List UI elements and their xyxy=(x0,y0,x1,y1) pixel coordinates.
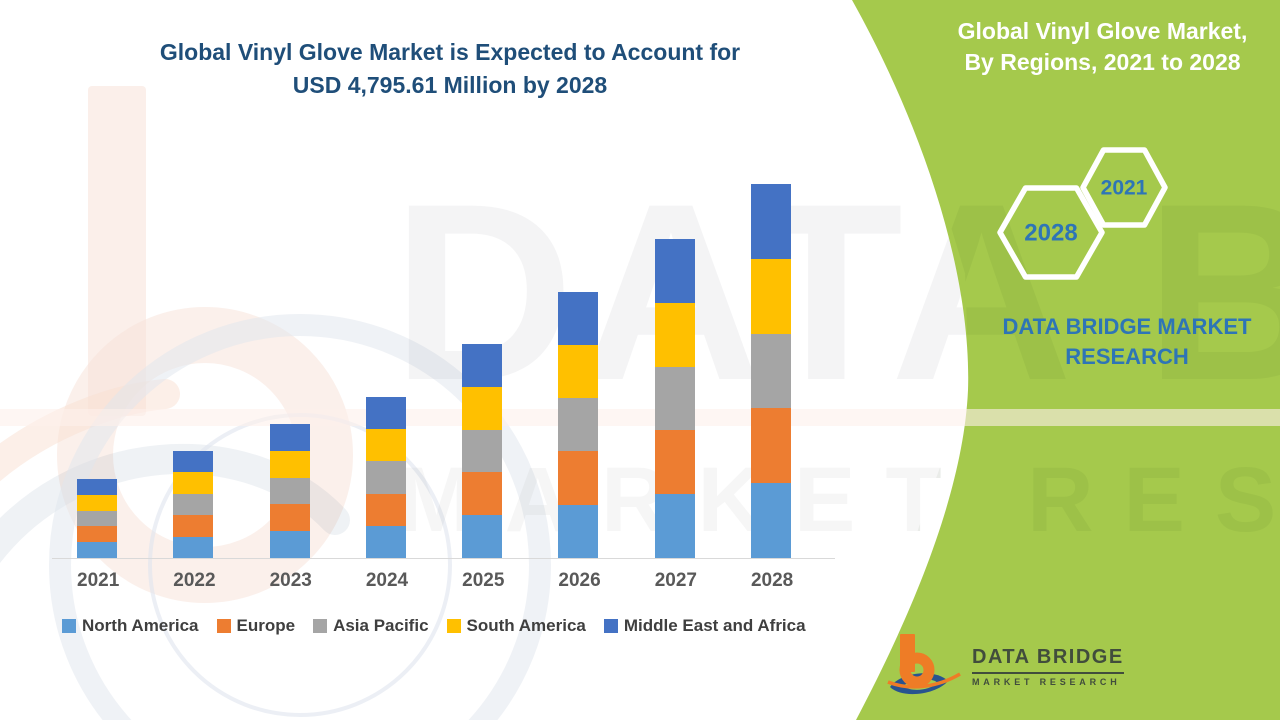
brand-name-line2: RESEARCH xyxy=(1065,344,1189,369)
bar-segment-north-america xyxy=(750,483,791,558)
legend-item-south-america: South America xyxy=(446,616,586,636)
legend-label: Europe xyxy=(236,616,296,635)
bar-segment-europe xyxy=(750,408,791,484)
bar-segment-middle-east-and-africa xyxy=(750,184,791,259)
bar-segment-north-america xyxy=(558,504,599,558)
data-bridge-logo-icon xyxy=(887,634,961,695)
logo-subtitle: MARKET RESEARCH xyxy=(972,676,1121,687)
bar-segment-south-america xyxy=(77,494,117,511)
legend-swatch-middle-east-and-africa xyxy=(603,619,618,633)
year-hexagons: 2021 2028 xyxy=(997,147,1168,280)
chart-title-line1: Global Vinyl Glove Market is Expected to… xyxy=(159,39,741,65)
bar-segment-north-america xyxy=(365,525,406,558)
x-axis-label: 2026 xyxy=(558,570,601,591)
bar-segment-south-america xyxy=(173,472,214,494)
bar-segment-south-america xyxy=(462,386,503,430)
bar-2026 xyxy=(558,291,599,558)
bar-series-area xyxy=(77,170,791,558)
x-axis-label: 2022 xyxy=(173,570,216,591)
bar-segment-asia-pacific xyxy=(77,510,117,527)
hexagon-2028 xyxy=(997,185,1105,280)
bar-2021 xyxy=(77,479,117,558)
bar-segment-asia-pacific xyxy=(654,366,695,431)
bar-segment-middle-east-and-africa xyxy=(77,479,117,495)
bar-segment-south-america xyxy=(365,429,406,462)
data-bridge-logo: DATA BRIDGE MARKET RESEARCH xyxy=(886,633,1124,699)
bar-segment-south-america xyxy=(558,344,599,399)
legend-swatch-europe xyxy=(216,619,231,633)
legend-label: Middle East and Africa xyxy=(623,616,806,635)
panel-title-line2: By Regions, 2021 to 2028 xyxy=(964,49,1241,75)
bar-segment-europe xyxy=(365,493,406,526)
legend-swatch-south-america xyxy=(446,619,461,633)
hexagon-year-back: 2028 xyxy=(1024,220,1077,247)
bar-segment-south-america xyxy=(654,302,695,367)
bar-segment-europe xyxy=(173,515,214,537)
bar-segment-asia-pacific xyxy=(558,398,599,452)
bar-segment-north-america xyxy=(173,536,214,558)
bar-segment-europe xyxy=(77,526,117,543)
logo-name: DATA BRIDGE xyxy=(972,646,1124,674)
bar-2024 xyxy=(365,397,406,558)
bar-segment-middle-east-and-africa xyxy=(173,451,214,473)
x-axis-label: 2027 xyxy=(654,570,697,591)
legend-swatch-asia-pacific xyxy=(313,619,328,633)
bar-2025 xyxy=(462,344,503,558)
legend-label: Asia Pacific xyxy=(333,616,429,635)
bar-segment-europe xyxy=(462,472,503,516)
bar-chart xyxy=(52,170,835,559)
bar-segment-middle-east-and-africa xyxy=(462,344,503,387)
bar-segment-north-america xyxy=(269,531,310,558)
bar-segment-asia-pacific xyxy=(173,493,214,516)
hexagon-year-front: 2021 xyxy=(1101,177,1148,200)
legend-label: South America xyxy=(466,616,586,635)
bar-segment-north-america xyxy=(654,494,695,558)
bar-segment-north-america xyxy=(462,515,503,558)
chart-title-line2: USD 4,795.61 Million by 2028 xyxy=(292,72,608,98)
x-axis-labels: 2021 2022 2023 2024 2025 2026 2027 2028 xyxy=(77,570,794,592)
brand-name-text: DATA BRIDGE MARKET RESEARCH xyxy=(992,312,1262,372)
legend-item-europe: Europe xyxy=(216,616,296,636)
bar-segment-asia-pacific xyxy=(462,429,503,473)
bar-2027 xyxy=(654,239,695,558)
x-axis-label: 2023 xyxy=(269,570,312,591)
bar-2022 xyxy=(173,451,214,558)
bar-segment-middle-east-and-africa xyxy=(365,397,406,430)
chart-title: Global Vinyl Glove Market is Expected to… xyxy=(70,36,830,102)
legend-item-asia-pacific: Asia Pacific xyxy=(313,616,429,636)
bar-segment-europe xyxy=(269,504,310,532)
x-axis-line xyxy=(52,558,835,559)
bar-segment-europe xyxy=(654,430,695,495)
bar-segment-europe xyxy=(558,451,599,505)
panel-title: Global Vinyl Glove Market, By Regions, 2… xyxy=(930,16,1275,78)
brand-name-line1: DATA BRIDGE MARKET xyxy=(1002,314,1252,339)
hexagon-2021 xyxy=(1080,147,1168,228)
legend-item-middle-east-and-africa: Middle East and Africa xyxy=(603,616,806,636)
legend-swatch-north-america xyxy=(62,619,76,633)
bar-segment-south-america xyxy=(750,258,791,334)
bar-segment-middle-east-and-africa xyxy=(269,424,310,451)
bar-segment-asia-pacific xyxy=(365,461,406,494)
bar-segment-north-america xyxy=(77,542,117,558)
x-axis-label: 2021 xyxy=(77,570,120,591)
bar-2028 xyxy=(750,184,791,558)
x-axis-label: 2024 xyxy=(365,570,409,591)
bar-segment-middle-east-and-africa xyxy=(654,239,695,303)
bar-2023 xyxy=(269,424,310,558)
bar-segment-middle-east-and-africa xyxy=(558,291,599,345)
chart-legend: North America Europe Asia Pacific South Ame… xyxy=(62,616,806,636)
bar-segment-asia-pacific xyxy=(269,477,310,505)
legend-label: North America xyxy=(82,616,199,635)
x-axis-label: 2025 xyxy=(462,570,505,591)
bar-segment-south-america xyxy=(269,450,310,478)
x-axis-label: 2028 xyxy=(750,570,794,591)
panel-title-line1: Global Vinyl Glove Market, xyxy=(957,18,1248,44)
data-bridge-logo-watermark xyxy=(0,86,551,720)
bar-segment-asia-pacific xyxy=(750,333,791,409)
legend-item-north-america: North America xyxy=(62,616,199,636)
